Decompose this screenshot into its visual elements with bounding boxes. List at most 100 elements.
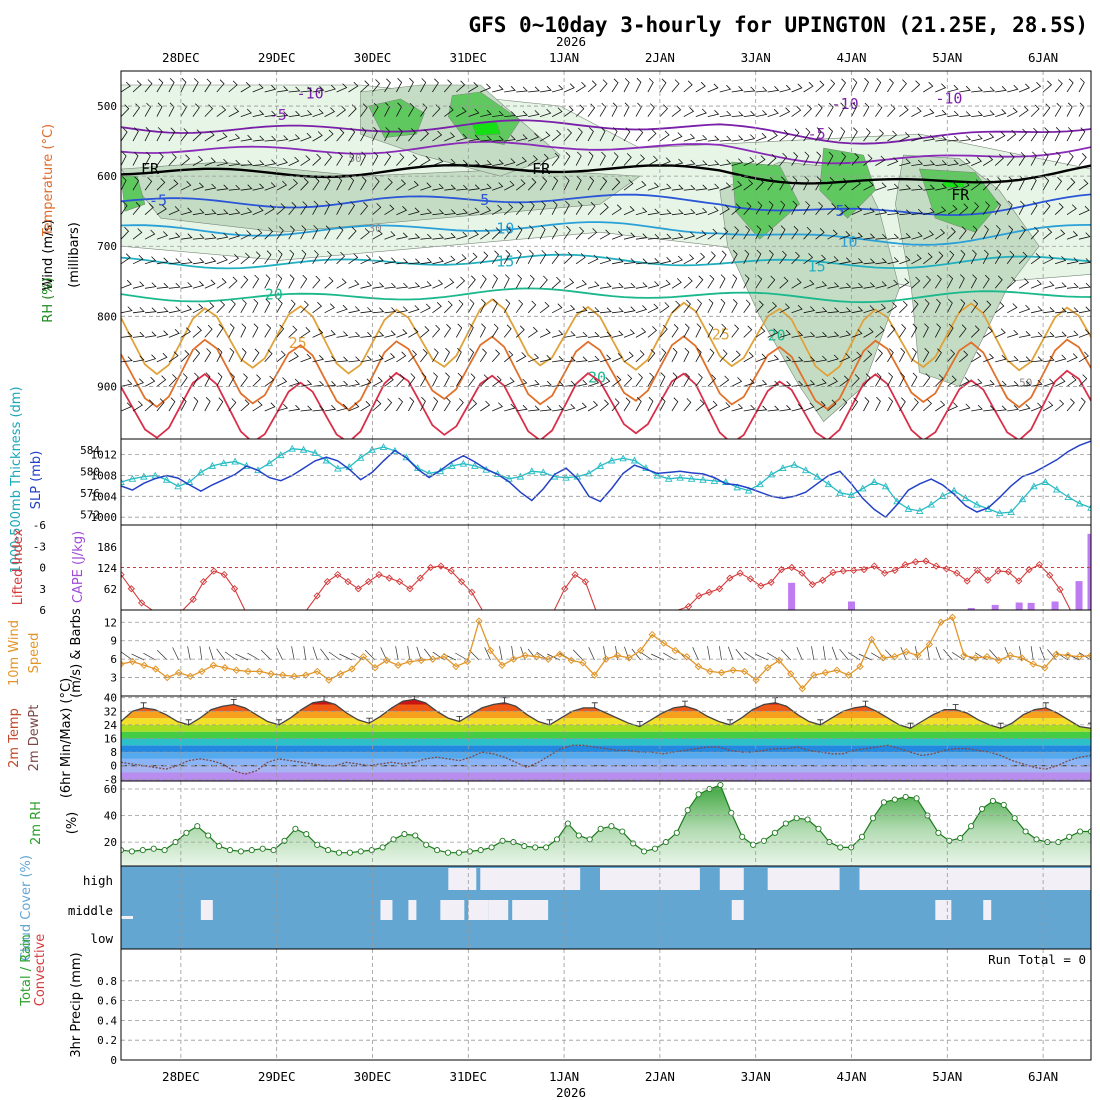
wind-barb [815, 201, 824, 215]
wind-barb [372, 177, 380, 191]
wind-barb [348, 127, 356, 142]
wind-barb [396, 374, 405, 387]
rh-band-dark [368, 98, 425, 138]
wind-barb [396, 397, 404, 412]
wind-barb [121, 176, 127, 191]
wind-barb [492, 182, 504, 191]
wind-barb [1078, 282, 1091, 289]
wind-barb [396, 179, 406, 191]
thickness-point [1053, 485, 1061, 493]
rh-point [750, 841, 757, 848]
date-label-bottom: 3JAN [741, 1069, 771, 1084]
wind-barb [803, 402, 815, 412]
wind-tick: 6 [110, 653, 117, 666]
rh-point [913, 795, 920, 802]
wind-speed-point [244, 667, 252, 676]
wind-barb [121, 402, 132, 412]
wind-barb [204, 348, 212, 363]
thickness-point [322, 456, 331, 464]
wind-speed-point [209, 661, 218, 669]
wind-barb [276, 324, 285, 338]
rh-point [357, 848, 364, 855]
wind-barb [384, 257, 397, 265]
wind-barb [779, 225, 786, 240]
li-point [994, 567, 1002, 575]
wind-barb [492, 85, 504, 93]
thickness-tick: 580 [80, 465, 100, 478]
cape-bar [967, 607, 975, 610]
wind-barb [204, 372, 211, 387]
li-point [942, 565, 951, 573]
wind-barb [1054, 127, 1061, 142]
wind-barb [719, 204, 730, 216]
wind-barb [420, 208, 433, 216]
pressure-tick: 600 [97, 170, 117, 183]
wind-barb [623, 127, 631, 142]
wind-barb [324, 225, 331, 240]
wind-barb [539, 328, 551, 338]
wind-barb [659, 324, 668, 338]
wind-barb [288, 202, 297, 215]
cloud-level-label: high [83, 873, 113, 888]
wind-barb [743, 404, 756, 412]
surface-barb [663, 652, 676, 661]
wind-barb [1042, 227, 1053, 240]
date-label-top: 4JAN [836, 50, 866, 65]
wind-barb [528, 132, 540, 142]
wind-barb [144, 354, 157, 363]
wind-barb [982, 326, 993, 338]
wind-barb [1030, 104, 1040, 117]
wind-barb [300, 405, 313, 412]
surface-barb [588, 647, 595, 661]
surface-barb [156, 649, 168, 661]
isotherm-label: -5 [808, 125, 826, 143]
wind-barb [515, 202, 524, 215]
wind-barb [420, 257, 433, 265]
wind-barb [228, 159, 241, 166]
wind-barb [695, 275, 704, 289]
thickness-point [299, 445, 308, 453]
wind-barb [396, 127, 403, 142]
wind-barb [743, 378, 755, 387]
wind-barb [456, 159, 469, 166]
rh-point [543, 844, 550, 851]
thickness-point [767, 470, 776, 478]
wind-barb [192, 233, 205, 240]
date-label-top: 3JAN [741, 50, 771, 65]
wind-speed-point [948, 613, 957, 622]
thickness-point [824, 480, 833, 488]
wind-barb [1007, 381, 1019, 387]
surface-barb [692, 647, 699, 661]
wind-barb [611, 307, 624, 314]
cape-bar [1027, 602, 1035, 610]
wind-barb [647, 281, 660, 289]
wind-barb [839, 398, 848, 412]
wind-barb [743, 134, 756, 142]
thickness-point [756, 480, 764, 488]
wind-barb [168, 102, 175, 117]
wind-barb [563, 225, 571, 240]
wind-barb [563, 278, 575, 289]
wind-barb [887, 257, 899, 265]
wind-barb [432, 233, 445, 240]
wind-barb [384, 353, 396, 363]
wind-barb [372, 331, 385, 338]
wind-barb [623, 397, 631, 412]
wind-barb [803, 151, 810, 166]
wind10m-axis-title-2: Speed [27, 633, 42, 674]
wind-barb [983, 379, 995, 387]
wind-barb [779, 200, 786, 215]
wind-barb [324, 84, 336, 93]
wind-speed-point [313, 667, 322, 676]
surface-barb [187, 646, 191, 661]
wind-barb [563, 83, 575, 93]
wind-barb [575, 226, 585, 240]
wind-barb [467, 299, 475, 314]
wind-barb [1055, 307, 1067, 314]
wind-barb [121, 127, 128, 142]
wind-barb [228, 80, 238, 93]
surface-barb [935, 646, 942, 661]
wind-barb [324, 276, 334, 289]
wind-barb [623, 78, 630, 93]
wind-barb [1054, 102, 1062, 117]
